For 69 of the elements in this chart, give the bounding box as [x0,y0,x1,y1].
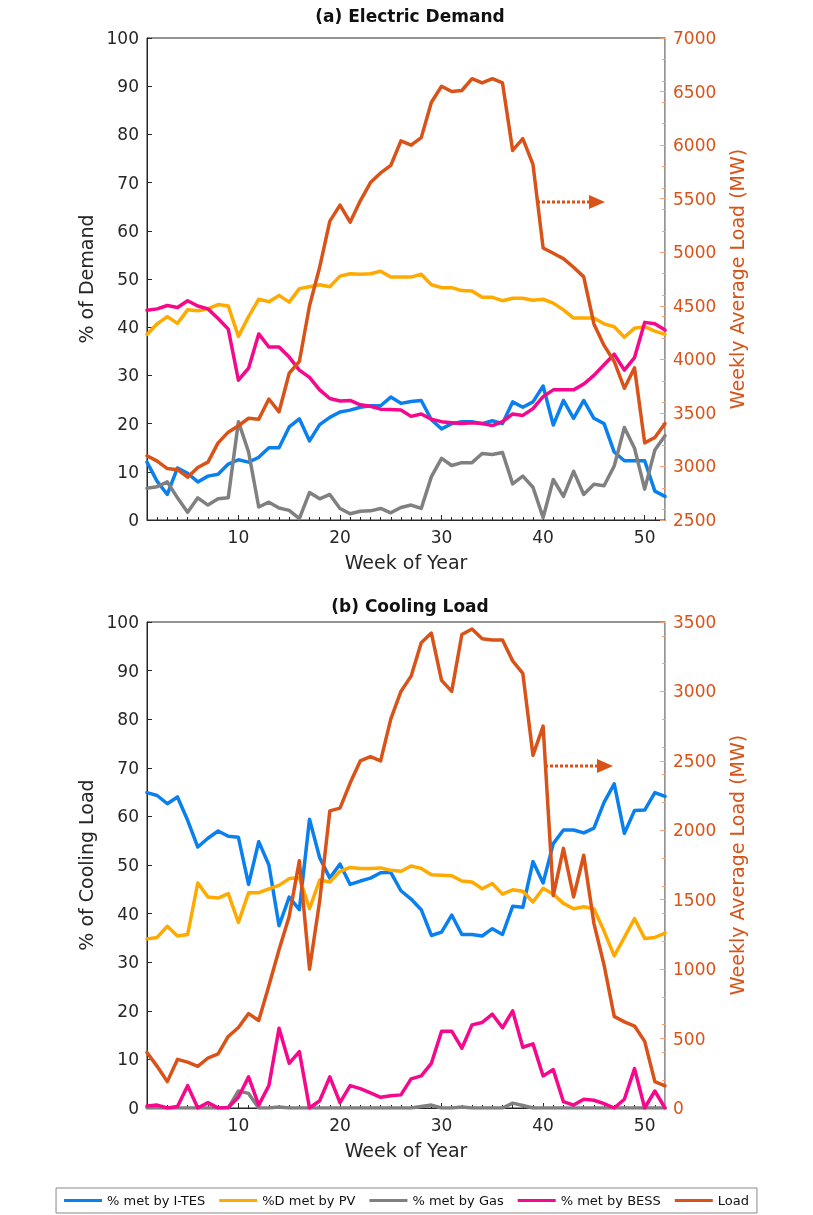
y2-tick-label: 3000 [673,456,717,477]
y2-tick-label: 5500 [673,188,717,209]
y-axis-title: % of Cooling Load [75,779,98,951]
y2-tick-label: 4000 [673,349,717,370]
chart-title: (a) Electric Demand [315,5,505,26]
y2-tick-label: 3500 [673,612,717,632]
y-tick-label: 60 [117,220,139,241]
y2-tick-label: 4500 [673,295,717,316]
y-tick-label: 90 [117,76,139,97]
x-tick-label: 10 [227,1114,250,1135]
y2-axis-title: Weekly Average Load (MW) [725,148,748,410]
x-tick-label: 50 [633,1114,656,1135]
y-tick-label: 30 [117,952,139,973]
x-tick-label: 30 [430,1114,453,1135]
y-tick-label: 60 [117,806,139,827]
y2-axis-title: Weekly Average Load (MW) [725,734,748,996]
y-axis-title: % of Demand [75,214,98,344]
y2-tick-label: 6500 [673,81,717,102]
y-tick-label: 70 [117,172,139,193]
y-tick-label: 40 [117,317,139,338]
y-tick-label: 80 [117,709,139,730]
x-tick-label: 20 [329,1114,351,1135]
y2-tick-label: 3500 [673,402,717,423]
y-tick-label: 50 [117,855,139,875]
x-tick-label: 40 [532,526,554,547]
y-tick-label: 20 [117,413,139,434]
x-tick-label: 20 [329,526,351,547]
y2-tick-label: 500 [673,1028,706,1049]
legend-label: % met by I-TES [107,1193,206,1208]
legend-label: % met by Gas [412,1193,504,1208]
y2-tick-label: 1000 [673,959,717,980]
line-series [145,298,667,428]
y2-tick-label: 3000 [673,681,717,702]
x-axis-title: Week of Year [344,1138,468,1161]
legend-label: Load [717,1193,749,1208]
x-axis-title: Week of Year [344,550,468,573]
legend-label: % met by BESS [560,1193,661,1208]
line-series [145,627,667,1088]
y2-tick-label: 2500 [673,510,717,530]
x-tick-label: 10 [227,526,250,547]
legend-label: %D met by PV [262,1193,356,1208]
y2-tick-label: 5000 [673,242,717,263]
y-tick-label: 100 [106,28,139,48]
y-tick-label: 40 [117,903,139,924]
y-tick-label: 10 [117,461,139,482]
y-tick-label: 100 [106,612,139,632]
y-tick-label: 90 [117,660,139,681]
y-tick-label: 80 [117,124,139,145]
y2-tick-label: 7000 [673,28,717,48]
line-series [145,76,667,479]
y-tick-label: 30 [117,365,139,386]
y-tick-label: 0 [128,510,139,530]
y2-tick-label: 0 [673,1098,684,1118]
line-series [145,782,667,938]
x-tick-label: 50 [633,526,656,547]
y-tick-label: 50 [117,269,139,289]
y2-tick-label: 1500 [673,889,717,910]
y-tick-label: 70 [117,757,139,778]
y2-tick-label: 2000 [673,820,717,841]
chart-title: (b) Cooling Load [331,595,489,616]
y2-tick-label: 6000 [673,135,717,156]
line-series [145,269,667,340]
y-tick-label: 20 [117,1000,139,1021]
y2-tick-label: 2500 [673,750,717,771]
y-tick-label: 10 [117,1049,139,1070]
y-tick-label: 0 [128,1098,139,1118]
x-tick-label: 30 [430,526,453,547]
x-tick-label: 40 [532,1114,554,1135]
line-series [145,864,667,958]
